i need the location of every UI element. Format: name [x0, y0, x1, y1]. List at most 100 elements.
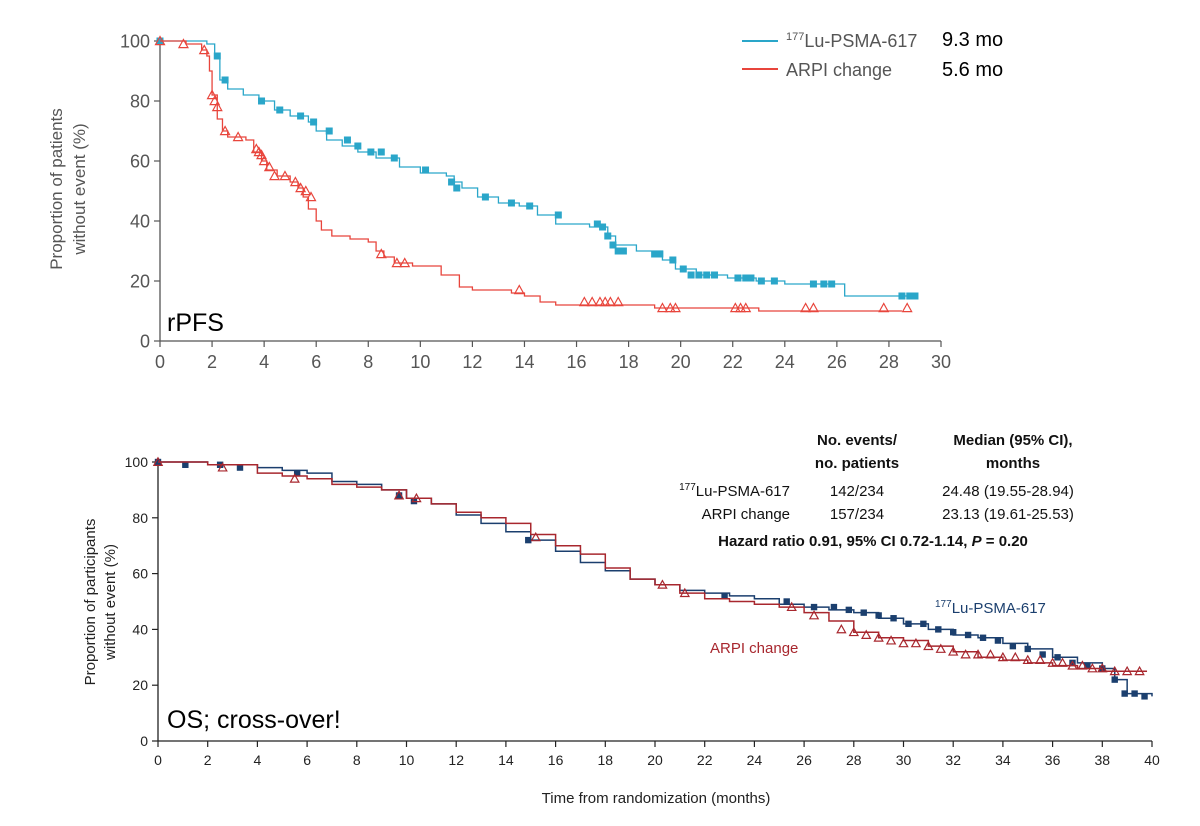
rpfs-legend: 177Lu-PSMA-617 9.3 mo ARPI change 5.6 mo — [742, 29, 1003, 81]
censor-mark — [395, 492, 403, 499]
table-row-arpi-name: ARPI change — [702, 506, 790, 523]
censor-mark — [905, 620, 912, 628]
os-curves — [152, 456, 1153, 700]
x-tick-label-30: 30 — [896, 752, 912, 768]
censor-mark — [1057, 657, 1068, 667]
censor-mark — [935, 626, 942, 633]
rpfs-curves — [154, 35, 919, 313]
x-tick-label-26: 26 — [796, 752, 812, 768]
censor-mark — [1077, 660, 1088, 670]
censor-mark — [236, 464, 244, 471]
os-panel-label: OS; cross-over! — [167, 706, 341, 734]
x-tick-label-36: 36 — [1045, 752, 1061, 768]
censor-mark — [289, 176, 301, 187]
censor-mark — [1141, 693, 1148, 700]
censor-mark — [1022, 654, 1033, 665]
x-tick-label-40: 40 — [1144, 752, 1160, 768]
censor-mark — [742, 274, 750, 282]
y-tick-label-80: 80 — [130, 91, 150, 111]
censor-mark — [182, 461, 189, 468]
x-tick-label-8: 8 — [353, 752, 361, 768]
rpfs-panel-label: rPFS — [167, 309, 224, 337]
censor-mark — [810, 603, 818, 611]
censor-mark — [807, 302, 819, 313]
censor-mark — [809, 280, 817, 288]
censor-mark — [836, 623, 847, 634]
censor-mark — [206, 89, 218, 100]
censor-mark — [1034, 654, 1046, 665]
table-header-median-line2: months — [986, 455, 1040, 472]
x-tick-label-14: 14 — [498, 752, 514, 768]
x-tick-label-2: 2 — [207, 352, 217, 372]
x-tick-label-20: 20 — [671, 352, 691, 372]
censor-mark — [740, 302, 752, 313]
censor-mark — [448, 178, 456, 186]
x-tick-label-32: 32 — [945, 752, 961, 768]
x-tick-label-0: 0 — [154, 752, 162, 768]
os-y-axis-label-line1: Proportion of participants — [82, 519, 99, 686]
rpfs-chart: 0 2 4 6 8 10 12 14 16 18 20 22 24 26 28 30020406080100 … — [47, 29, 1003, 372]
censor-mark — [985, 649, 996, 659]
table-row-lu-name: 177Lu-PSMA-617 — [679, 482, 790, 500]
os-y-axis-label-line2: without event (%) — [102, 544, 119, 661]
censor-mark — [679, 587, 691, 598]
censor-mark — [820, 280, 828, 288]
censor-mark — [578, 296, 590, 307]
series-line-0 — [158, 461, 1153, 697]
censor-mark — [377, 148, 385, 156]
censor-mark — [293, 469, 301, 477]
censor-mark — [687, 271, 695, 279]
censor-mark — [513, 284, 525, 295]
rpfs-legend-median-arpi: 5.6 mo — [942, 59, 1003, 81]
censor-mark — [950, 628, 957, 636]
censor-mark — [1009, 642, 1017, 650]
censor-mark — [232, 131, 244, 142]
censor-mark — [875, 612, 882, 619]
censor-mark — [1039, 651, 1046, 658]
x-tick-label-34: 34 — [995, 752, 1011, 768]
censor-mark — [735, 302, 747, 313]
censor-mark — [305, 191, 317, 202]
censor-mark — [703, 271, 711, 279]
censor-mark — [878, 302, 890, 313]
censor-mark — [979, 634, 987, 641]
censor-mark — [657, 579, 668, 589]
x-tick-label-22: 22 — [697, 752, 713, 768]
censor-mark — [530, 531, 541, 542]
censor-mark — [656, 250, 664, 258]
censor-mark — [614, 247, 622, 255]
censor-mark — [994, 637, 1002, 644]
os-tick-labels: 0 2 4 6 8 10 12 14 16 18 20 22 24 26 28 30 32 34 36 38 40020… — [125, 454, 1160, 768]
censor-mark — [152, 456, 164, 466]
censor-mark — [729, 302, 741, 313]
y-tick-label-100: 100 — [120, 31, 150, 51]
censor-mark — [526, 202, 534, 210]
y-tick-label-80: 80 — [132, 510, 148, 526]
censor-mark — [890, 615, 897, 622]
series-1 — [154, 35, 913, 313]
x-tick-label-10: 10 — [399, 752, 415, 768]
censor-mark — [604, 296, 616, 307]
censor-mark — [481, 193, 489, 201]
x-tick-label-8: 8 — [363, 352, 373, 372]
censor-mark — [669, 256, 677, 264]
x-tick-label-28: 28 — [879, 352, 899, 372]
table-row-lu-events: 142/234 — [830, 483, 884, 500]
censor-mark — [920, 620, 927, 628]
censor-mark — [830, 603, 838, 611]
censor-mark — [695, 271, 703, 279]
x-tick-label-30: 30 — [931, 352, 951, 372]
x-tick-label-14: 14 — [514, 352, 534, 372]
rpfs-y-axis-label-line2: without event (%) — [70, 123, 89, 255]
censor-mark — [997, 651, 1009, 662]
censor-mark — [1097, 663, 1108, 673]
censor-mark — [619, 247, 627, 255]
censor-mark — [599, 296, 611, 307]
y-tick-label-60: 60 — [130, 151, 150, 171]
x-tick-label-6: 6 — [303, 752, 311, 768]
censor-mark — [1024, 645, 1031, 653]
x-tick-label-0: 0 — [155, 352, 165, 372]
censor-mark — [828, 280, 836, 288]
censor-mark — [367, 148, 375, 156]
censor-mark — [289, 473, 300, 483]
